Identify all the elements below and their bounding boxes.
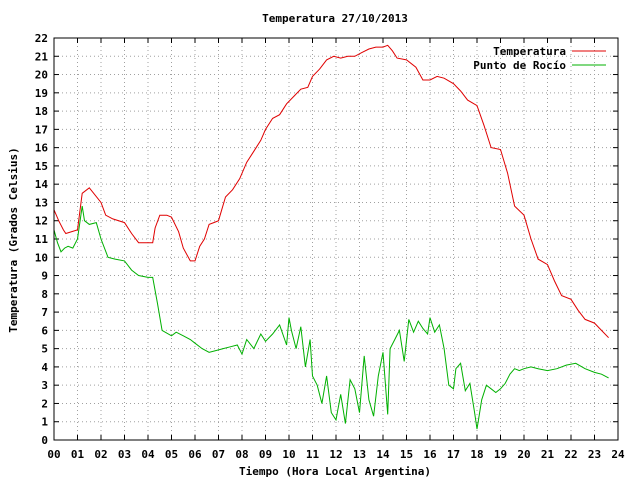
x-tick-label: 09 [259, 448, 272, 461]
x-tick-label: 17 [447, 448, 460, 461]
y-tick-label: 18 [35, 105, 48, 118]
x-tick-label: 03 [118, 448, 131, 461]
x-tick-label: 13 [353, 448, 366, 461]
series-lines [53, 44, 609, 430]
x-tick-label: 11 [306, 448, 320, 461]
grid [54, 38, 618, 440]
series-line-temperatura [53, 44, 609, 339]
y-tick-label: 11 [35, 233, 49, 246]
x-tick-label: 19 [494, 448, 507, 461]
y-tick-label: 21 [35, 50, 49, 63]
x-tick-label: 23 [588, 448, 601, 461]
x-tick-label: 06 [188, 448, 202, 461]
y-tick-label: 1 [41, 416, 48, 429]
y-tick-label: 6 [41, 324, 48, 337]
x-tick-label: 24 [611, 448, 625, 461]
x-tick-label: 20 [517, 448, 530, 461]
x-axis-label: Tiempo (Hora Local Argentina) [239, 465, 431, 478]
y-tick-label: 15 [35, 160, 48, 173]
x-tick-label: 16 [423, 448, 437, 461]
y-tick-label: 13 [35, 196, 48, 209]
y-tick-label: 4 [41, 361, 48, 374]
x-tick-label: 00 [47, 448, 60, 461]
x-tick-label: 14 [376, 448, 390, 461]
x-tick-label: 21 [541, 448, 555, 461]
legend-label: Punto de Rocío [473, 59, 566, 72]
legend-label: Temperatura [493, 45, 566, 58]
x-tick-label: 05 [165, 448, 178, 461]
y-tick-label: 7 [41, 306, 48, 319]
y-tick-label: 16 [35, 142, 49, 155]
x-tick-label: 22 [564, 448, 577, 461]
plot-frame [53, 37, 619, 441]
y-axis-label: Temperatura (Grados Celsius) [7, 147, 20, 332]
y-tick-label: 22 [35, 32, 48, 45]
chart-title: Temperatura 27/10/2013 [262, 12, 408, 25]
series-line-punto-de-rocio [53, 206, 609, 430]
y-tick-label: 20 [35, 69, 48, 82]
x-tick-label: 07 [212, 448, 225, 461]
x-tick-label: 08 [235, 448, 248, 461]
y-tick-label: 10 [35, 251, 48, 264]
x-tick-label: 12 [329, 448, 342, 461]
y-tick-label: 19 [35, 87, 48, 100]
x-tick-label: 02 [94, 448, 107, 461]
y-tick-label: 17 [35, 123, 48, 136]
y-tick-label: 12 [35, 215, 48, 228]
y-tick-label: 0 [41, 434, 48, 447]
y-tick-label: 2 [41, 397, 48, 410]
x-tick-label: 04 [141, 448, 155, 461]
y-tick-label: 9 [41, 270, 48, 283]
x-tick-label: 15 [400, 448, 413, 461]
x-tick-label: 10 [282, 448, 295, 461]
y-tick-label: 3 [41, 379, 48, 392]
y-tick-label: 14 [35, 178, 49, 191]
x-tick-label: 01 [71, 448, 85, 461]
y-tick-label: 8 [41, 288, 48, 301]
x-tick-label: 18 [470, 448, 483, 461]
y-tick-label: 5 [41, 343, 48, 356]
